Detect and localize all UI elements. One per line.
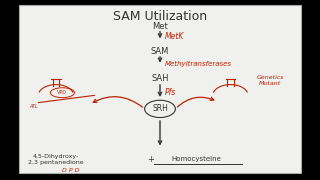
Text: Homocysteine: Homocysteine [172,156,222,162]
Text: Genetics
Mutant: Genetics Mutant [257,75,284,86]
Text: VPD: VPD [57,90,68,95]
Text: MetK: MetK [165,32,184,41]
Text: SAH: SAH [151,74,169,83]
Text: Met: Met [152,22,168,31]
Text: SRH: SRH [152,104,168,113]
Text: SAM: SAM [151,47,169,56]
Text: SAM Utilization: SAM Utilization [113,10,207,23]
Circle shape [145,100,175,118]
Text: ATL: ATL [29,104,38,109]
Text: Pfs: Pfs [165,88,176,97]
Text: +: + [147,155,154,164]
Text: D P D: D P D [62,168,79,173]
Text: 4,5-Dihydroxy-
2,3 pentanedione: 4,5-Dihydroxy- 2,3 pentanedione [28,154,84,165]
FancyBboxPatch shape [19,5,301,173]
Text: Methyltransferases: Methyltransferases [165,61,232,67]
